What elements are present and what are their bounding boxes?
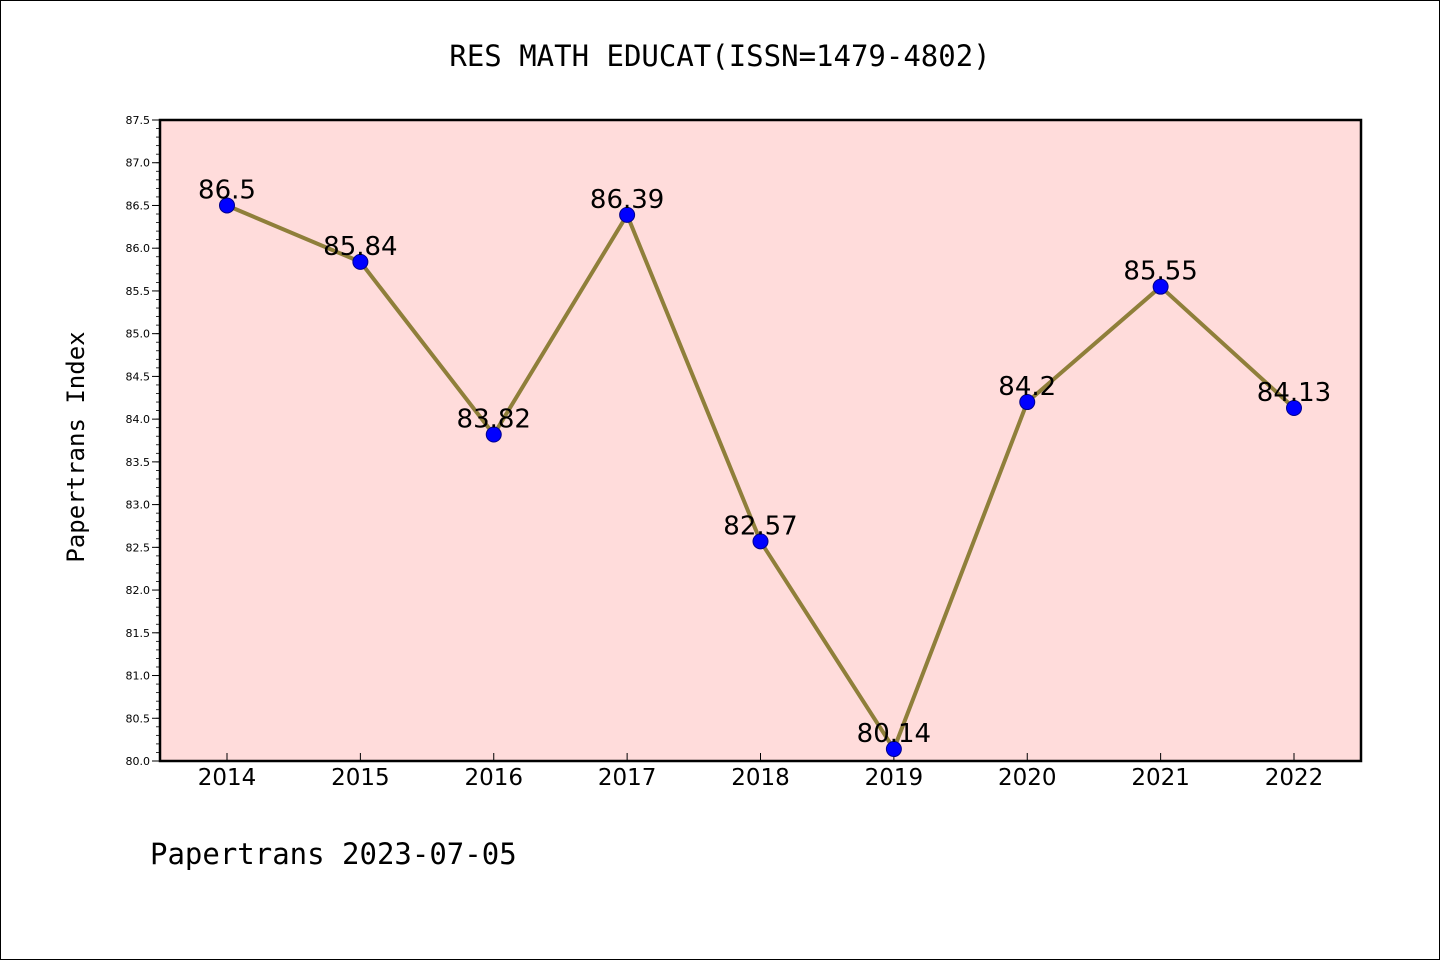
y-tick-label: 81.5 [126, 627, 151, 640]
data-point [1286, 400, 1302, 417]
x-tick-label: 2022 [1265, 765, 1324, 791]
data-point [619, 206, 636, 223]
y-tick-label: 86.5 [126, 199, 151, 212]
y-tick-label: 85.0 [126, 328, 151, 341]
y-axis-label: Papertrans Index [62, 331, 90, 562]
y-axis: 80.0 80.5 81.0 81.5 82.0 82.5 83.0 83.5 84.0 84.5… [126, 114, 160, 768]
x-tick-label: 2016 [464, 765, 523, 791]
y-tick-label: 80.0 [126, 755, 151, 768]
x-tick-label: 2015 [331, 765, 390, 791]
y-tick-label: 85.5 [126, 285, 151, 298]
y-tick-label: 86.0 [126, 242, 151, 255]
y-tick-label: 84.5 [126, 370, 151, 383]
data-label: 80.14 [857, 719, 931, 749]
data-label: 82.57 [723, 511, 797, 541]
x-axis: 2014 2015 2016 2017 2018 2019 2020 2021 2022 [198, 753, 1324, 791]
data-point [219, 197, 235, 214]
y-tick-label: 83.5 [126, 456, 151, 469]
data-labels: 86.5 85.84 83.82 86.39 82.57 80.14 84.2 85.55 84… [198, 175, 1331, 749]
y-tick-label: 82.0 [126, 584, 151, 597]
x-tick-label: 2019 [865, 765, 924, 791]
footer-text: Papertrans 2023-07-05 [150, 837, 517, 871]
data-label: 85.55 [1123, 257, 1197, 287]
x-tick-label: 2020 [998, 765, 1057, 791]
data-markers [219, 197, 1302, 758]
chart-title: RES MATH EDUCAT(ISSN=1479-4802) [449, 39, 990, 73]
y-tick-label: 87.0 [126, 157, 151, 170]
data-label: 85.84 [323, 232, 397, 262]
y-tick-label: 80.5 [126, 712, 151, 725]
data-label: 84.13 [1257, 378, 1331, 408]
data-point [352, 253, 369, 270]
data-point [1152, 278, 1169, 295]
data-label: 86.5 [198, 175, 256, 205]
data-label: 86.39 [590, 185, 664, 215]
x-tick-label: 2021 [1131, 765, 1190, 791]
plot-border [158, 118, 1363, 763]
y-tick-label: 84.0 [126, 413, 151, 426]
data-label: 84.2 [998, 372, 1056, 402]
y-tick-label: 82.5 [126, 541, 151, 554]
data-label: 83.82 [457, 405, 531, 435]
x-tick-label: 2018 [731, 765, 790, 791]
data-point [485, 426, 502, 443]
plot-area [160, 120, 1361, 761]
y-tick-label: 87.5 [126, 114, 151, 127]
data-point [885, 741, 902, 758]
x-tick-label: 2017 [598, 765, 657, 791]
x-tick-label: 2014 [198, 765, 257, 791]
data-point [752, 533, 769, 550]
y-tick-label: 83.0 [126, 499, 151, 512]
data-point [1019, 394, 1036, 411]
y-tick-label: 81.0 [126, 670, 151, 683]
